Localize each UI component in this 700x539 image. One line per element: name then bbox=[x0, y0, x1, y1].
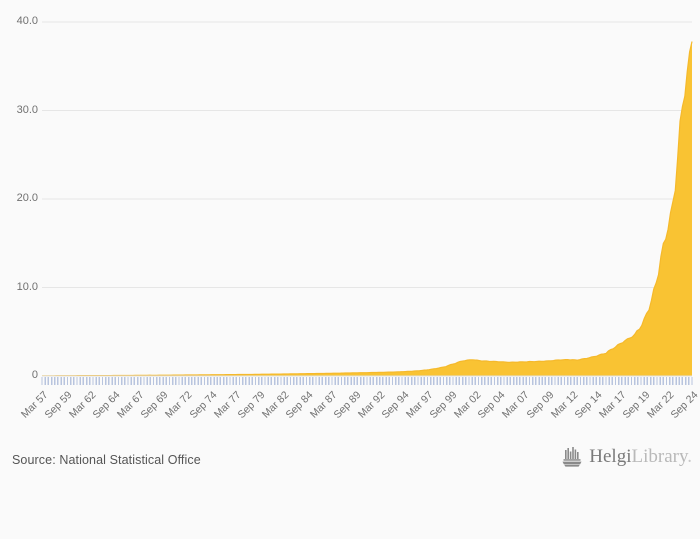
y-axis-tick-label: 30.0 bbox=[16, 103, 38, 116]
brand-wordmark: HelgiLibrary. bbox=[589, 447, 692, 467]
y-axis-tick-label: 0 bbox=[31, 369, 38, 381]
brand-library: Library bbox=[631, 446, 688, 467]
brand-helgi: Helgi bbox=[589, 446, 632, 467]
chart-svg bbox=[41, 21, 693, 385]
brand-suffix: . bbox=[687, 446, 692, 467]
y-axis-tick-label: 20.0 bbox=[16, 192, 38, 204]
plot-area bbox=[41, 21, 693, 385]
chart-container: 0 10.0 20.0 30.0 40.0 Mar 57 Sep 59 Mar 62 Sep … bbox=[0, 0, 700, 483]
helgi-library-logo[interactable]: HelgiLibrary. bbox=[562, 447, 692, 467]
chart-footer: Source: National Statistical Office Helg… bbox=[0, 432, 700, 483]
x-axis: Mar 57 Sep 59 Mar 62 Sep 64 Mar 67 Sep 69 Mar … bbox=[0, 376, 700, 432]
library-book-icon bbox=[562, 447, 582, 467]
y-axis-tick-label: 40.0 bbox=[16, 15, 38, 27]
y-axis-tick-label: 10.0 bbox=[16, 280, 38, 293]
y-axis: 0 10.0 20.0 30.0 40.0 bbox=[0, 0, 38, 432]
source-note: Source: National Statistical Office bbox=[12, 453, 201, 467]
